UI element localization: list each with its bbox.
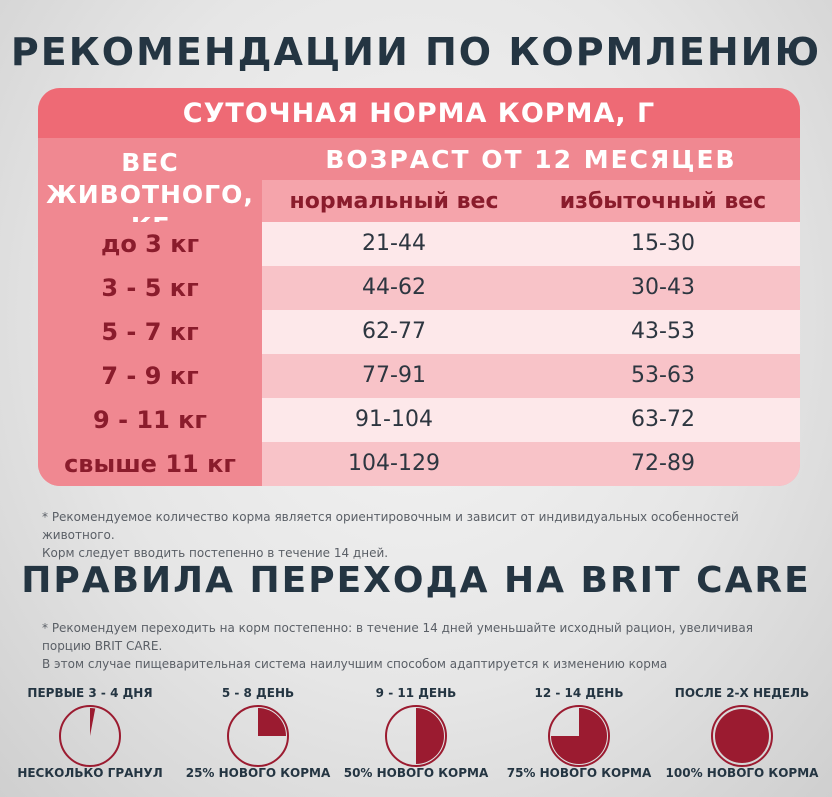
weight-cell: 7 - 9 кг [38, 354, 262, 398]
table-row: 7 - 9 кг 77-91 53-63 [38, 354, 800, 398]
weight-header-line1: ВЕС [121, 148, 179, 177]
normal-cell: 91-104 [262, 398, 526, 442]
stage-amount: НЕСКОЛЬКО ГРАНУЛ [17, 766, 163, 780]
feeding-note-line2: Корм следует вводить постепенно в течени… [42, 546, 389, 560]
stage-pie-icon [548, 705, 610, 767]
normal-cell: 104-129 [262, 442, 526, 486]
pie-slice [715, 709, 769, 763]
stage-period: 12 - 14 ДЕНЬ [534, 686, 624, 700]
stage-pie-icon [385, 705, 447, 767]
stage-5: ПОСЛЕ 2-Х НЕДЕЛЬ 100% НОВОГО КОРМА [662, 682, 822, 780]
col-normal-header: нормальный вес [262, 180, 526, 222]
table-row: 3 - 5 кг 44-62 30-43 [38, 266, 800, 310]
weight-cell: свыше 11 кг [38, 442, 262, 486]
stage-period: 5 - 8 ДЕНЬ [221, 686, 295, 700]
stage-pie-icon [227, 705, 289, 767]
stage-1: ПЕРВЫЕ 3 - 4 ДНЯ НЕСКОЛЬКО ГРАНУЛ [10, 682, 170, 780]
normal-cell: 44-62 [262, 266, 526, 310]
pie-outline [548, 705, 610, 767]
normal-cell: 21-44 [262, 222, 526, 266]
table-row: до 3 кг 21-44 15-30 [38, 222, 800, 266]
stage-amount: 25% НОВОГО КОРМА [185, 766, 331, 780]
pie-outline [227, 705, 289, 767]
table-header: СУТОЧНАЯ НОРМА КОРМА, Г [38, 88, 800, 138]
weight-header: ВЕС ЖИВОТНОГО, КГ [38, 138, 262, 241]
stage-4: 12 - 14 ДЕНЬ 75% НОВОГО КОРМА [499, 682, 659, 780]
stage-pie-icon [711, 705, 773, 767]
overweight-cell: 15-30 [526, 222, 800, 266]
feeding-note-line1: * Рекомендуемое количество корма являетс… [42, 510, 739, 542]
overweight-cell: 43-53 [526, 310, 800, 354]
stage-amount: 50% НОВОГО КОРМА [343, 766, 489, 780]
pie-slice [90, 708, 96, 736]
stage-period: ПЕРВЫЕ 3 - 4 ДНЯ [27, 686, 153, 700]
normal-cell: 62-77 [262, 310, 526, 354]
table-row: свыше 11 кг 104-129 72-89 [38, 442, 800, 486]
weight-cell: 5 - 7 кг [38, 310, 262, 354]
stage-period: ПОСЛЕ 2-Х НЕДЕЛЬ [674, 686, 810, 700]
weight-cell: до 3 кг [38, 222, 262, 266]
stage-amount: 100% НОВОГО КОРМА [665, 766, 819, 780]
pie-slice [551, 708, 607, 764]
transition-title: ПРАВИЛА ПЕРЕХОДА НА BRIT CARE [21, 560, 811, 601]
overweight-cell: 53-63 [526, 354, 800, 398]
table-row: 5 - 7 кг 62-77 43-53 [38, 310, 800, 354]
table-row: 9 - 11 кг 91-104 63-72 [38, 398, 800, 442]
age-header: ВОЗРАСТ ОТ 12 МЕСЯЦЕВ [262, 138, 800, 180]
pie-outline [711, 705, 773, 767]
col-overweight-header: избыточный вес [526, 180, 800, 222]
pie-slice [416, 708, 444, 764]
pie-outline [385, 705, 447, 767]
pie-slice [258, 708, 286, 736]
stage-amount: 75% НОВОГО КОРМА [506, 766, 652, 780]
overweight-cell: 30-43 [526, 266, 800, 310]
stage-3: 9 - 11 ДЕНЬ 50% НОВОГО КОРМА [336, 682, 496, 780]
stage-period: 9 - 11 ДЕНЬ [375, 686, 457, 700]
overweight-cell: 72-89 [526, 442, 800, 486]
feeding-table: СУТОЧНАЯ НОРМА КОРМА, Г ВЕС ЖИВОТНОГО, К… [38, 88, 800, 486]
weight-cell: 3 - 5 кг [38, 266, 262, 310]
stage-pie-icon [59, 705, 121, 767]
transition-note-line1: * Рекомендуем переходить на корм постепе… [42, 621, 753, 653]
stage-2: 5 - 8 ДЕНЬ 25% НОВОГО КОРМА [178, 682, 338, 780]
pie-outline [59, 705, 121, 767]
table-body: до 3 кг 21-44 15-30 3 - 5 кг 44-62 30-43… [38, 222, 800, 486]
transition-note: * Рекомендуем переходить на корм постепе… [42, 619, 802, 673]
transition-note-line2: В этом случае пищеварительная система на… [42, 657, 668, 671]
overweight-cell: 63-72 [526, 398, 800, 442]
page-title: РЕКОМЕНДАЦИИ ПО КОРМЛЕНИЮ [10, 30, 822, 74]
normal-cell: 77-91 [262, 354, 526, 398]
weight-cell: 9 - 11 кг [38, 398, 262, 442]
feeding-note: * Рекомендуемое количество корма являетс… [42, 508, 802, 562]
transition-stages: ПЕРВЫЕ 3 - 4 ДНЯ НЕСКОЛЬКО ГРАНУЛ 5 - 8 … [0, 682, 832, 797]
